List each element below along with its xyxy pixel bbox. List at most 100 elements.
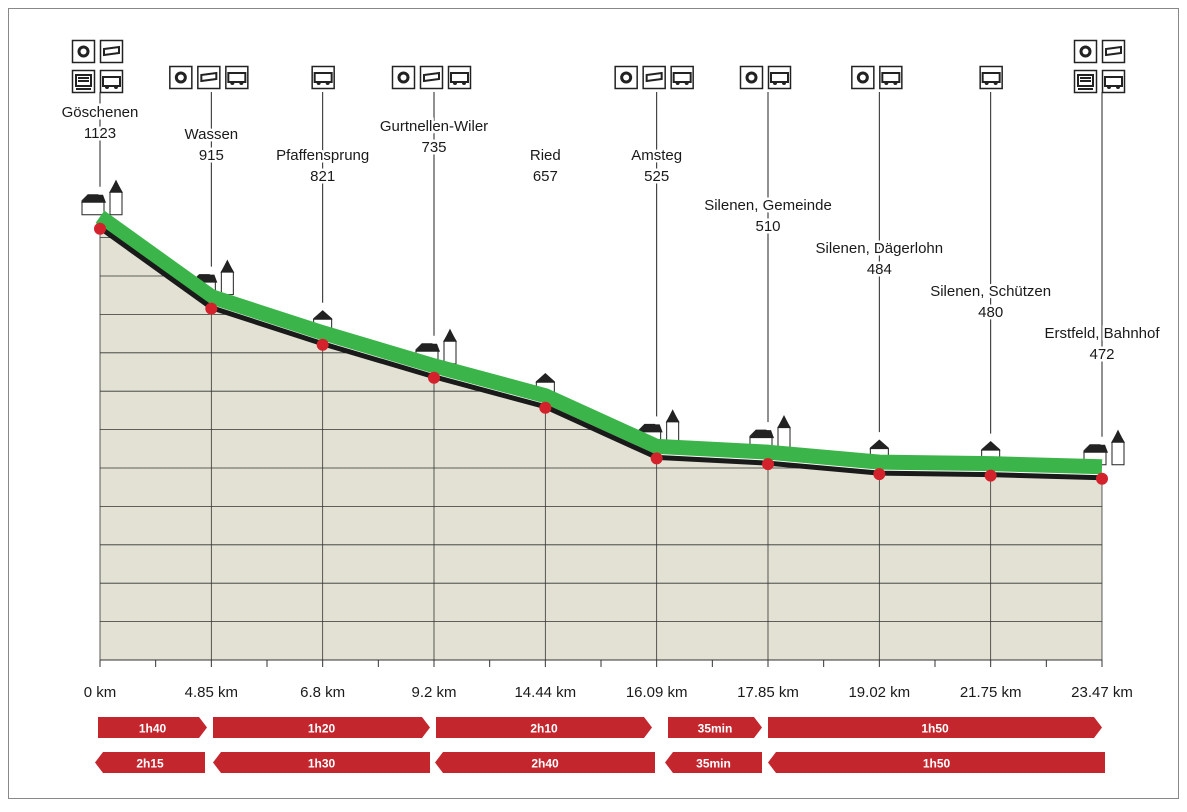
icon-glyph <box>993 81 998 85</box>
station-elevation: 480 <box>978 304 1003 321</box>
service-icon <box>391 65 416 90</box>
icon-glyph <box>748 74 755 81</box>
icon-glyph <box>893 81 898 85</box>
x-tick-label: 0 km <box>84 684 117 701</box>
station-elevation: 1123 <box>84 125 116 142</box>
station-name: Gurtnellen-Wiler <box>380 118 488 135</box>
x-tick-label: 9.2 km <box>411 684 456 701</box>
time-arrow <box>435 752 655 773</box>
service-icon <box>225 65 249 90</box>
x-tick-label: 23.47 km <box>1071 684 1133 701</box>
elevation-point <box>205 302 218 315</box>
icon-glyph <box>239 81 244 85</box>
service-icon <box>1101 69 1126 94</box>
elevation-point <box>873 468 886 481</box>
icon-glyph <box>114 85 118 89</box>
service-icon <box>99 39 124 64</box>
station-name: Silenen, Schützen <box>930 283 1051 300</box>
icon-glyph <box>675 81 680 85</box>
tower-roof <box>777 416 791 429</box>
station-name: Wassen <box>185 126 239 143</box>
house-roof <box>980 441 1001 451</box>
time-label: 2h10 <box>530 722 558 736</box>
village-icon <box>749 415 791 451</box>
service-icon <box>99 69 124 94</box>
area <box>100 228 1102 660</box>
tower-roof <box>665 410 680 423</box>
icon-glyph <box>313 72 333 83</box>
house-roof <box>415 343 440 352</box>
icon-glyph <box>75 74 92 90</box>
service-icon <box>447 65 472 90</box>
time-arrow <box>436 717 652 738</box>
service-icon <box>614 65 638 90</box>
icon-glyph <box>1105 45 1122 57</box>
house-roof <box>749 430 774 439</box>
village-icon <box>637 409 680 445</box>
frame <box>8 8 1179 799</box>
tower-roof <box>1111 430 1125 443</box>
service-icon <box>1101 39 1126 64</box>
service-icon <box>419 65 444 90</box>
service-icon <box>1073 39 1098 64</box>
service-icon <box>169 65 193 90</box>
time-arrow <box>768 752 1105 773</box>
icon-glyph <box>423 71 440 83</box>
icon-box <box>197 65 221 90</box>
icon-glyph <box>230 81 235 85</box>
elevation-point <box>650 452 663 465</box>
time-label: 2h15 <box>136 757 164 771</box>
house-roof <box>81 194 106 203</box>
service-icon <box>670 65 694 90</box>
icon-glyph <box>1104 76 1123 87</box>
x-tick-label: 17.85 km <box>737 684 799 701</box>
icon-glyph <box>773 81 777 85</box>
time-label: 35min <box>696 757 731 771</box>
station-name: Erstfeld, Bahnhof <box>1044 325 1160 342</box>
service-icon <box>311 65 335 90</box>
icon-glyph <box>80 48 87 55</box>
x-tick-label: 19.02 km <box>848 684 910 701</box>
x-tick-label: 16.09 km <box>626 684 688 701</box>
icon-glyph <box>450 72 469 83</box>
elevation-point <box>428 371 440 384</box>
time-arrow <box>98 717 207 738</box>
station-elevation: 915 <box>199 147 224 164</box>
tower-roof <box>109 180 123 193</box>
time-arrow <box>213 752 430 773</box>
icon-glyph <box>881 72 901 83</box>
elevation-point <box>762 458 774 471</box>
station-name: Pfaffensprung <box>276 147 369 164</box>
elevation-point <box>316 338 329 351</box>
house-roof <box>637 424 663 433</box>
station-name: Silenen, Gemeinde <box>704 197 832 214</box>
icon-box <box>99 39 124 64</box>
service-icon <box>767 65 792 90</box>
icon-box <box>419 65 444 90</box>
icon-glyph <box>325 81 330 85</box>
service-icon <box>71 39 96 64</box>
icon-glyph <box>177 74 184 81</box>
station-elevation: 525 <box>644 168 669 185</box>
icon-glyph <box>1082 48 1089 55</box>
icon-glyph <box>884 81 889 85</box>
elevation-point <box>94 222 106 235</box>
time-label: 2h40 <box>531 757 559 771</box>
icon-glyph <box>103 45 120 57</box>
time-arrow <box>95 752 205 773</box>
icon-glyph <box>684 81 689 85</box>
time-label: 1h50 <box>923 757 951 771</box>
house-roof <box>869 440 890 450</box>
profile-line <box>98 225 1103 481</box>
icon-glyph <box>102 76 121 87</box>
icon-glyph <box>981 72 1001 83</box>
station-elevation: 510 <box>755 218 780 235</box>
tower-roof <box>443 329 457 342</box>
village-icon <box>81 179 123 216</box>
x-tick-label: 14.44 km <box>514 684 576 701</box>
station-elevation: 472 <box>1089 346 1114 363</box>
icon-glyph <box>105 85 109 89</box>
icon-glyph <box>453 81 457 85</box>
